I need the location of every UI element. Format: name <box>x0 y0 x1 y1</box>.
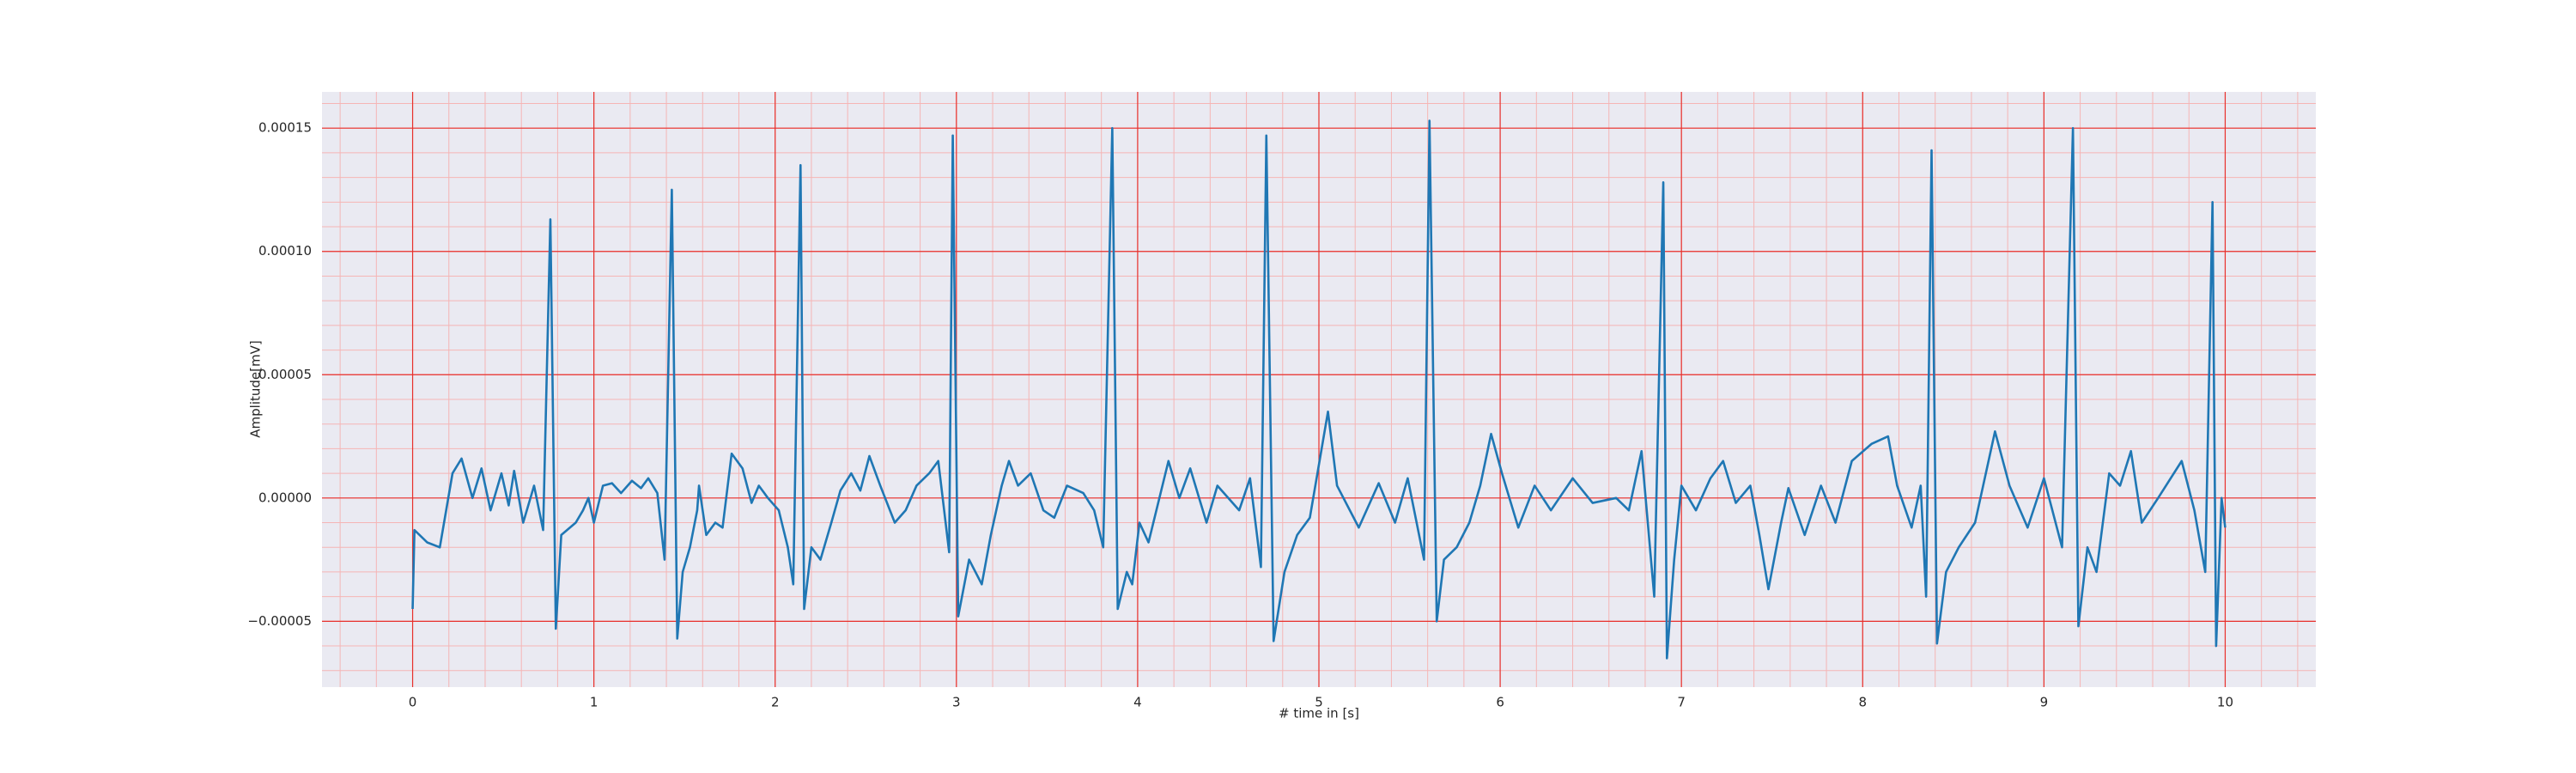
x-tick-label: 0 <box>409 695 417 710</box>
x-tick-label: 7 <box>1677 695 1686 710</box>
data-lines <box>411 119 2227 660</box>
x-tick-label: 6 <box>1496 695 1504 710</box>
y-axis-label: Amplitude[mV] <box>248 340 264 437</box>
x-axis-label: # time in [s] <box>1279 706 1359 721</box>
data-line <box>411 119 2227 660</box>
x-tick-label: 4 <box>1133 695 1142 710</box>
x-tick-label: 8 <box>1858 695 1867 710</box>
y-tick-label: 0.00000 <box>258 490 312 505</box>
tick-labels: 0 1 2 3 4 5 6 7 8 9 10 −0.00005 0.00000 0.00005 0.0001… <box>247 120 2233 710</box>
x-tick-label: 10 <box>2217 695 2233 710</box>
x-tick-label: 9 <box>2040 695 2049 710</box>
x-tick-label: 2 <box>771 695 780 710</box>
x-tick-label: 1 <box>590 695 598 710</box>
major-grid <box>322 92 2316 687</box>
x-tick-label: 5 <box>1315 695 1323 710</box>
y-tick-label: −0.00005 <box>247 613 312 629</box>
y-tick-label: 0.00005 <box>258 367 312 382</box>
y-tick-label: 0.00015 <box>258 120 312 136</box>
y-tick-label: 0.00010 <box>258 243 312 259</box>
x-tick-label: 3 <box>952 695 961 710</box>
